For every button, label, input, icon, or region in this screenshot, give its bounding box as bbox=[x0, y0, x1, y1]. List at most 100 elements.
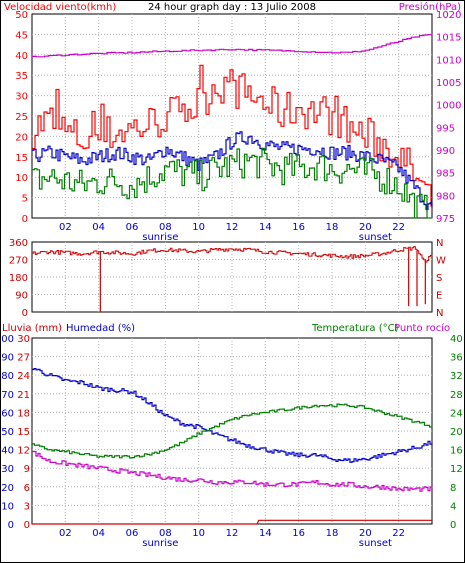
x-tick-label: 16 bbox=[292, 222, 305, 233]
pressure-tick-label: 985 bbox=[436, 169, 455, 180]
wind-speed-tick-label: 30 bbox=[15, 92, 28, 103]
temperature-axis-title: Temperatura (°C) bbox=[311, 323, 399, 334]
compass-tick-label: N bbox=[436, 308, 443, 319]
wind-speed-tick-label: 35 bbox=[15, 71, 28, 82]
series-line-gust bbox=[32, 64, 432, 207]
x-tick-label: 14 bbox=[259, 222, 272, 233]
rain-tick-label: 21 bbox=[17, 390, 30, 401]
x-tick-label: 16 bbox=[292, 528, 305, 539]
series-line-low bbox=[32, 147, 432, 219]
humidity-tick-label: 10 bbox=[1, 501, 14, 512]
x-tick-label: 08 bbox=[159, 222, 172, 233]
series-line-average bbox=[32, 131, 433, 211]
rain-tick-label: 27 bbox=[17, 353, 30, 364]
series-line-temperature bbox=[32, 403, 433, 459]
temperature-tick-label: 36 bbox=[450, 353, 463, 364]
compass-tick-label: E bbox=[436, 291, 442, 302]
x-tick-label: 04 bbox=[92, 528, 105, 539]
x-tick-label: 18 bbox=[326, 528, 339, 539]
series-line-wind_direction bbox=[32, 246, 433, 263]
rain-axis-title: Lluvia (mm) bbox=[2, 323, 62, 334]
wind-direction-tick-label: 0 bbox=[22, 308, 28, 319]
x-tick-label: 12 bbox=[226, 528, 239, 539]
temperature-tick-label: 12 bbox=[450, 464, 463, 475]
pressure-tick-label: 980 bbox=[436, 191, 455, 202]
compass-tick-label: S bbox=[436, 273, 442, 284]
rain-tick-label: 3 bbox=[24, 501, 30, 512]
rain-tick-label: 12 bbox=[17, 446, 30, 457]
rain-tick-label: 9 bbox=[24, 464, 30, 475]
x-tick-label: 02 bbox=[59, 222, 72, 233]
humidity-tick-label: 30 bbox=[1, 464, 14, 475]
chart-title: 24 hour graph day : 13 Julio 2008 bbox=[148, 2, 316, 13]
x-tick-label: 06 bbox=[126, 222, 139, 233]
x-tick-label: 22 bbox=[392, 528, 405, 539]
wind-speed-tick-label: 40 bbox=[15, 51, 28, 62]
series-line-rain bbox=[32, 519, 432, 525]
humidity-tick-label: 100 bbox=[0, 334, 14, 345]
wind-speed-tick-label: 10 bbox=[15, 173, 28, 184]
humidity-tick-label: 90 bbox=[1, 353, 14, 364]
humidity-tick-label: 80 bbox=[1, 371, 14, 382]
pressure-axis-title: Presión(hPa) bbox=[399, 1, 461, 13]
temperature-tick-label: 40 bbox=[450, 334, 463, 345]
rain-tick-label: 30 bbox=[17, 334, 30, 345]
x-tick-label: 08 bbox=[159, 528, 172, 539]
rain-tick-label: 6 bbox=[24, 483, 30, 494]
humidity-tick-label: 40 bbox=[1, 446, 14, 457]
temperature-tick-label: 16 bbox=[450, 446, 463, 457]
rain-tick-label: 18 bbox=[17, 408, 30, 419]
wind-direction-tick-label: 360 bbox=[9, 238, 28, 249]
pressure-tick-label: 1010 bbox=[436, 55, 461, 66]
humidity-tick-label: 50 bbox=[1, 427, 14, 438]
wind-speed-tick-label: 0 bbox=[22, 214, 28, 225]
sunset-label: sunset bbox=[359, 538, 392, 549]
wind-speed-tick-label: 20 bbox=[15, 132, 28, 143]
temperature-tick-label: 24 bbox=[450, 408, 463, 419]
x-tick-label: 18 bbox=[326, 222, 339, 233]
x-tick-label: 04 bbox=[92, 222, 105, 233]
sunrise-label: sunrise bbox=[142, 538, 178, 549]
wind-speed-tick-label: 50 bbox=[15, 10, 28, 21]
x-tick-label: 22 bbox=[392, 222, 405, 233]
x-tick-label: 06 bbox=[126, 528, 139, 539]
humidity-tick-label: 0 bbox=[8, 520, 14, 531]
humidity-tick-label: 20 bbox=[1, 483, 14, 494]
rain-tick-label: 15 bbox=[17, 427, 30, 438]
series-line-pressure bbox=[32, 34, 433, 58]
humidity-tick-label: 70 bbox=[1, 390, 14, 401]
rain-tick-label: 24 bbox=[17, 371, 30, 382]
sunrise-label: sunrise bbox=[142, 232, 178, 243]
x-tick-label: 10 bbox=[192, 222, 205, 233]
wind-speed-tick-label: 15 bbox=[15, 153, 28, 164]
wind-speed-axis-title: Velocidad viento(kmh) bbox=[4, 2, 116, 13]
temperature-tick-label: 32 bbox=[450, 371, 463, 382]
temperature-tick-label: 20 bbox=[450, 427, 463, 438]
humidity-tick-label: 60 bbox=[1, 408, 14, 419]
pressure-tick-label: 1015 bbox=[436, 33, 461, 44]
x-tick-label: 10 bbox=[192, 528, 205, 539]
humidity-axis-title: Humedad (%) bbox=[66, 323, 135, 334]
x-tick-label: 12 bbox=[226, 222, 239, 233]
pressure-tick-label: 975 bbox=[436, 214, 455, 225]
pressure-tick-label: 990 bbox=[436, 146, 455, 157]
series-line-dew_point bbox=[32, 450, 433, 492]
humidity-temperature-panel: 1003040902736802432702128601824501520401… bbox=[0, 334, 463, 549]
wind-speed-tick-label: 45 bbox=[15, 30, 28, 41]
pressure-tick-label: 1005 bbox=[436, 78, 461, 89]
temperature-tick-label: 8 bbox=[450, 483, 456, 494]
x-tick-label: 14 bbox=[259, 528, 272, 539]
temperature-tick-label: 4 bbox=[450, 501, 456, 512]
wind-direction-tick-label: 270 bbox=[9, 256, 28, 267]
x-tick-label: 02 bbox=[59, 528, 72, 539]
temperature-tick-label: 28 bbox=[450, 390, 463, 401]
pressure-tick-label: 995 bbox=[436, 123, 455, 134]
pressure-tick-label: 1000 bbox=[436, 101, 461, 112]
rain-tick-label: 0 bbox=[24, 520, 30, 531]
wind-speed-tick-label: 25 bbox=[15, 112, 28, 123]
wind-direction-tick-label: 90 bbox=[15, 291, 28, 302]
sunset-label: sunset bbox=[359, 232, 392, 243]
